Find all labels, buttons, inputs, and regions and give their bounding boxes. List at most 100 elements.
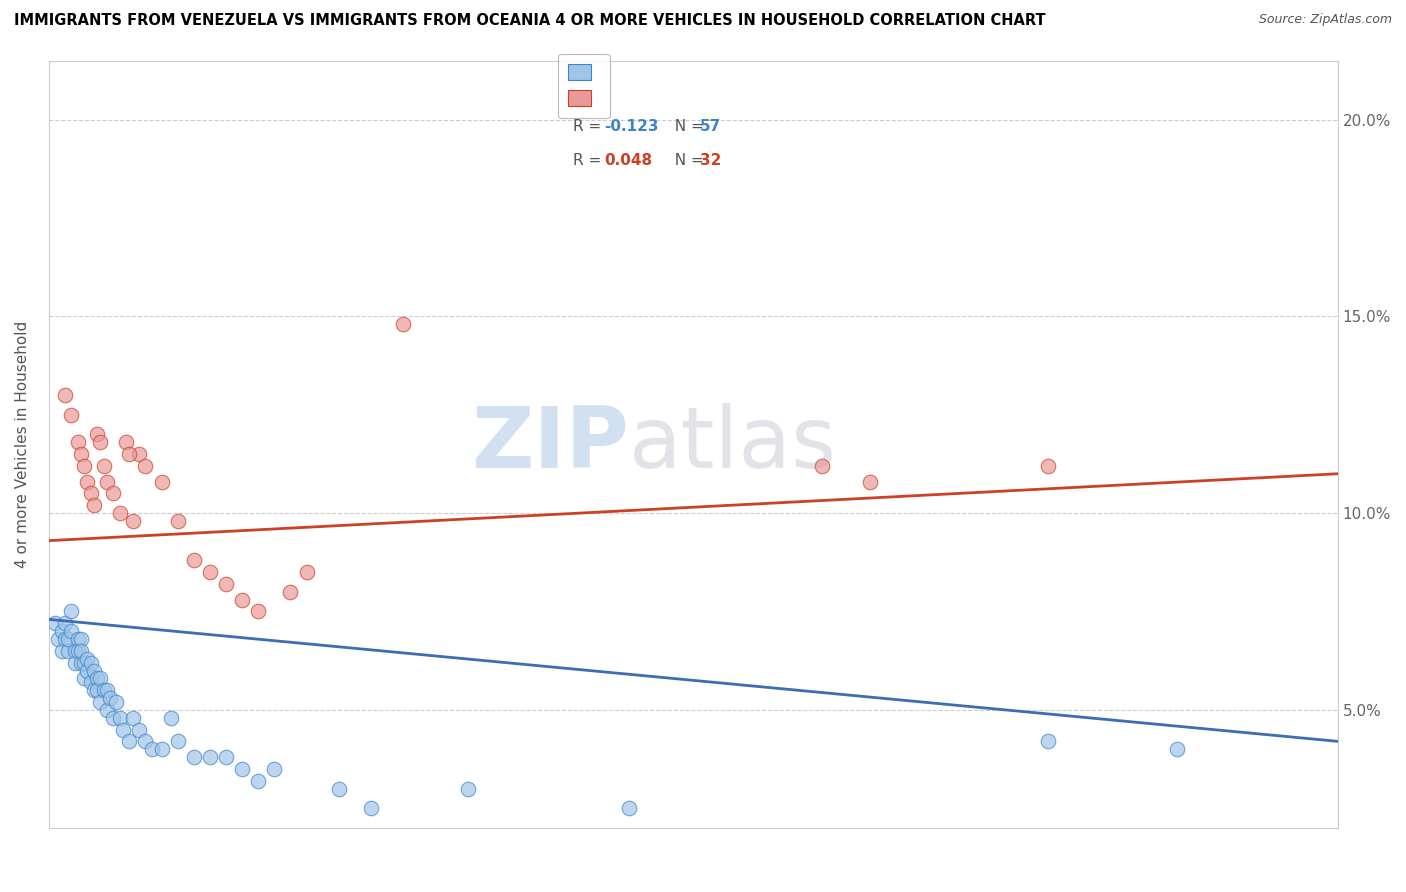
Point (73, 672, 96, 686)
Point (53, 632, 76, 646)
Point (160, 711, 183, 725)
Point (89, 435, 111, 450)
Point (198, 565, 221, 579)
Point (183, 553, 205, 567)
Point (280, 584, 302, 599)
Point (118, 734, 141, 748)
Point (108, 711, 131, 725)
Point (1036, 458, 1059, 473)
Point (295, 565, 318, 579)
Point (231, 762, 253, 776)
Point (128, 723, 150, 737)
Point (231, 592, 253, 607)
Point (56, 644, 79, 658)
Point (328, 781, 350, 796)
Point (93, 683, 115, 698)
Point (166, 514, 188, 528)
Point (51, 644, 73, 658)
Y-axis label: 4 or more Vehicles in Household: 4 or more Vehicles in Household (15, 320, 30, 568)
Point (121, 514, 143, 528)
Point (89, 695, 111, 709)
Point (44, 616, 66, 631)
Point (134, 458, 156, 473)
Point (108, 506, 131, 520)
Point (247, 773, 270, 788)
Text: 57: 57 (700, 120, 721, 134)
Point (53, 388, 76, 402)
Point (247, 605, 270, 619)
Point (121, 711, 143, 725)
Point (215, 750, 238, 764)
Point (105, 695, 128, 709)
Point (98, 691, 121, 706)
Point (70, 632, 93, 646)
Point (86, 427, 108, 442)
Point (128, 447, 150, 461)
Point (96, 683, 118, 698)
Point (183, 750, 205, 764)
Point (392, 317, 415, 331)
Text: N =: N = (665, 120, 709, 134)
Point (79, 656, 101, 670)
Text: ZIP: ZIP (471, 403, 628, 486)
Point (859, 475, 882, 489)
Point (111, 723, 134, 737)
Point (617, 801, 640, 815)
Point (83, 683, 105, 698)
Text: -0.123: -0.123 (605, 120, 658, 134)
Point (360, 801, 382, 815)
Text: R =: R = (574, 153, 606, 168)
Text: R =: R = (574, 120, 606, 134)
Point (811, 458, 834, 473)
Point (66, 632, 89, 646)
Point (60, 624, 83, 639)
Point (118, 447, 141, 461)
Point (134, 734, 156, 748)
Point (66, 435, 89, 450)
Text: Source: ZipAtlas.com: Source: ZipAtlas.com (1258, 13, 1392, 27)
Point (76, 475, 98, 489)
Text: atlas: atlas (628, 403, 837, 486)
Point (51, 624, 73, 639)
Point (150, 475, 173, 489)
Point (166, 734, 188, 748)
Point (83, 664, 105, 678)
Point (198, 750, 221, 764)
Point (70, 447, 93, 461)
Text: 0.048: 0.048 (605, 153, 652, 168)
Point (89, 672, 111, 686)
Text: N =: N = (665, 153, 709, 168)
Text: IMMIGRANTS FROM VENEZUELA VS IMMIGRANTS FROM OCEANIA 4 OR MORE VEHICLES IN HOUSE: IMMIGRANTS FROM VENEZUELA VS IMMIGRANTS … (14, 13, 1046, 29)
Point (83, 498, 105, 512)
Point (53, 616, 76, 631)
Point (79, 675, 101, 690)
Point (63, 644, 86, 658)
Point (1166, 742, 1188, 756)
Point (63, 656, 86, 670)
Point (215, 577, 238, 591)
Point (86, 683, 108, 698)
Legend: , : , (558, 54, 610, 118)
Point (76, 651, 98, 665)
Point (1036, 734, 1059, 748)
Point (96, 703, 118, 717)
Point (60, 605, 83, 619)
Point (96, 475, 118, 489)
Point (103, 711, 125, 725)
Point (70, 644, 93, 658)
Point (457, 781, 479, 796)
Point (150, 742, 173, 756)
Point (60, 408, 83, 422)
Point (115, 435, 138, 450)
Point (93, 458, 115, 473)
Point (48, 632, 70, 646)
Point (73, 656, 96, 670)
Point (70, 656, 93, 670)
Point (79, 486, 101, 500)
Point (103, 486, 125, 500)
Text: 32: 32 (700, 153, 721, 168)
Point (86, 672, 108, 686)
Point (76, 664, 98, 678)
Point (141, 742, 163, 756)
Point (66, 644, 89, 658)
